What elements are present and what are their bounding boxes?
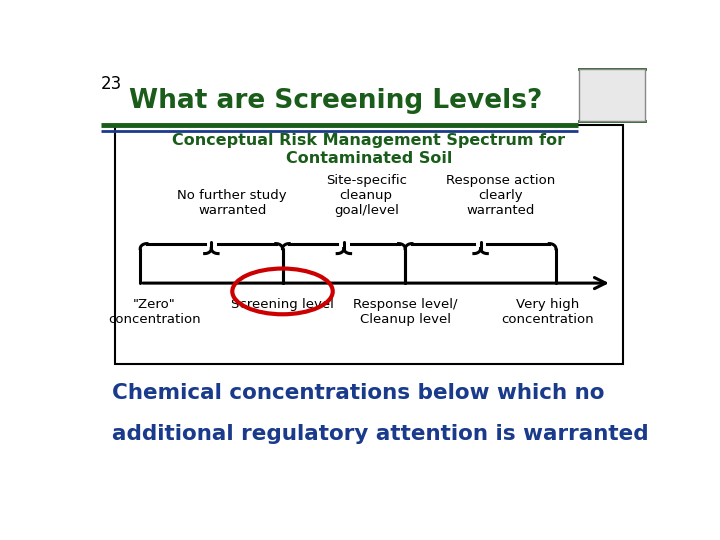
Text: Response action
clearly
warranted: Response action clearly warranted (446, 173, 554, 217)
Bar (115, 125, 623, 364)
Text: Screening level: Screening level (231, 298, 334, 310)
Text: "Zero"
concentration: "Zero" concentration (108, 298, 200, 326)
Text: Very high
concentration: Very high concentration (501, 298, 594, 326)
Text: 23: 23 (101, 75, 122, 93)
Text: ITRC: ITRC (596, 88, 629, 101)
Text: Response level/
Cleanup level: Response level/ Cleanup level (353, 298, 457, 326)
Bar (580, 69, 645, 121)
Text: Site-specific
cleanup
goal/level: Site-specific cleanup goal/level (325, 173, 407, 217)
Text: What are Screening Levels?: What are Screening Levels? (129, 87, 542, 113)
Text: No further study
warranted: No further study warranted (177, 188, 287, 217)
Text: Chemical concentrations below which no: Chemical concentrations below which no (112, 383, 605, 403)
Text: additional regulatory attention is warranted: additional regulatory attention is warra… (112, 424, 649, 444)
Text: Conceptual Risk Management Spectrum for
Contaminated Soil: Conceptual Risk Management Spectrum for … (172, 133, 566, 166)
